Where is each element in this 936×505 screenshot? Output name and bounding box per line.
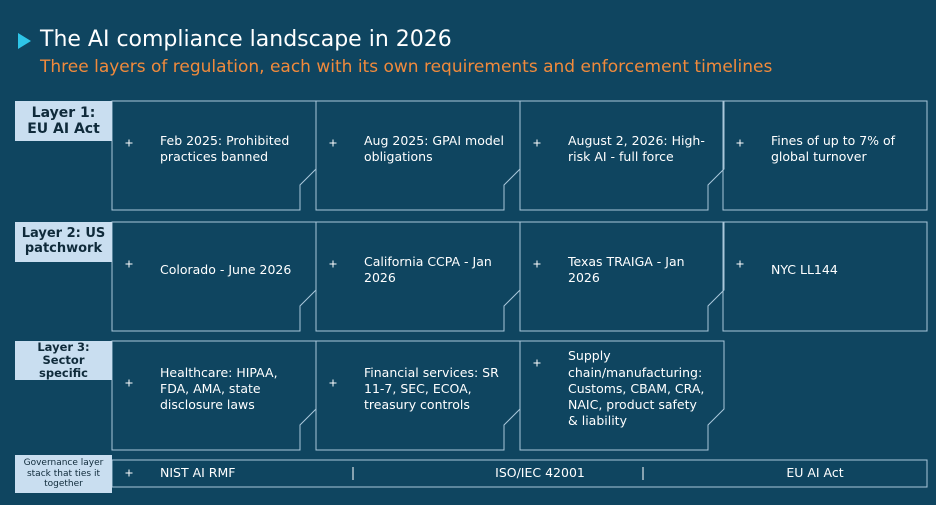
layer-label: Layer 1: EU AI Act <box>15 101 112 141</box>
governance-label: Governance layer stack that ties it toge… <box>15 455 112 493</box>
card <box>519 340 725 451</box>
card-text: Texas TRAIGA - Jan 2026 <box>568 253 685 285</box>
title-arrow <box>18 33 31 49</box>
governance-bar <box>111 459 928 488</box>
card-text: Colorado - June 2026 <box>160 261 292 277</box>
subtitle: Three layers of regulation, each with it… <box>40 57 773 77</box>
card <box>722 100 928 211</box>
title: The AI compliance landscape in 2026 <box>40 27 452 52</box>
layer-label: Layer 2: US patchwork <box>15 222 112 262</box>
card-text: Financial services: SR 11-7, SEC, ECOA, … <box>364 364 499 413</box>
card-text: Healthcare: HIPAA, FDA, AMA, state discl… <box>160 364 278 413</box>
card <box>722 221 928 332</box>
card-text: August 2, 2026: High-risk AI - full forc… <box>568 132 705 164</box>
card-text: California CCPA - Jan 2026 <box>364 253 492 285</box>
card-text: Feb 2025: Prohibited practices banned <box>160 132 290 164</box>
card-text: Supply chain/manufacturing: Customs, CBA… <box>568 348 705 429</box>
card-text: Fines of up to 7% of global turnover <box>771 132 896 164</box>
layer-label: Layer 3: Sector specific <box>15 340 112 380</box>
governance-item: NIST AI RMF <box>160 465 236 480</box>
governance-item: ISO/IEC 42001 <box>495 465 585 480</box>
card-text: NYC LL144 <box>771 261 838 277</box>
card-text: Aug 2025: GPAI model obligations <box>364 132 504 164</box>
governance-item: EU AI Act <box>786 465 844 480</box>
